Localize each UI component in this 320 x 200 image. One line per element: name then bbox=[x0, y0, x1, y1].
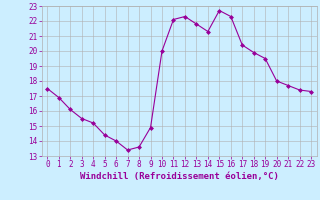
X-axis label: Windchill (Refroidissement éolien,°C): Windchill (Refroidissement éolien,°C) bbox=[80, 172, 279, 181]
